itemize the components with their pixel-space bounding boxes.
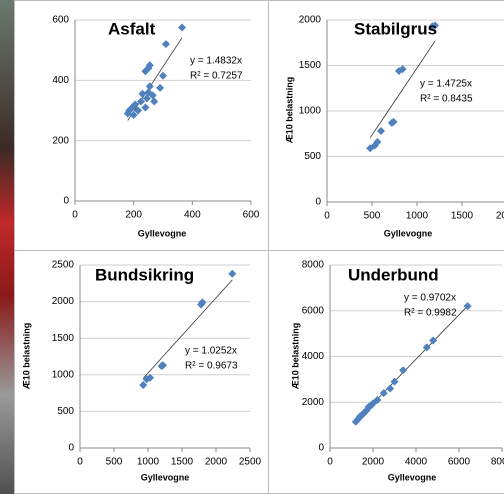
- point: [150, 97, 159, 106]
- point: [390, 377, 399, 386]
- y-tick-label: 500: [304, 151, 321, 162]
- y-tick-label: 1000: [299, 106, 322, 117]
- y-tick-label: 1500: [52, 333, 75, 344]
- y-tick-label: 2500: [52, 260, 75, 271]
- point: [161, 40, 170, 49]
- point: [137, 97, 145, 106]
- point: [422, 343, 431, 352]
- y-axis-label: Æ10 belastning: [290, 323, 300, 390]
- point: [146, 373, 155, 382]
- point: [148, 91, 157, 100]
- point: [377, 127, 385, 136]
- point: [429, 336, 438, 345]
- point: [228, 269, 237, 278]
- x-tick-label: 8000: [491, 457, 504, 468]
- x-tick-label: 1500: [171, 457, 194, 468]
- y-tick-label: 500: [57, 406, 74, 417]
- trendline: [369, 40, 436, 138]
- point: [373, 137, 382, 146]
- x-tick-label: 2500: [239, 457, 262, 468]
- y-tick-label: 8000: [302, 260, 325, 271]
- annotation: y = 1.4725x: [420, 79, 472, 90]
- y-tick-label: 2000: [299, 15, 322, 26]
- y-tick-label: 1000: [52, 369, 75, 380]
- x-tick-label: 0: [324, 211, 330, 222]
- point: [431, 21, 439, 30]
- point: [138, 89, 147, 98]
- y-axis-label: Æ10 belastning: [21, 323, 31, 390]
- point: [141, 103, 150, 112]
- annotation: y = 1.0252x: [185, 346, 237, 357]
- point: [145, 61, 154, 70]
- y-tick-label: 4000: [302, 351, 325, 362]
- point: [139, 381, 148, 390]
- photo-strip: [0, 0, 14, 494]
- y-tick-label: 0: [318, 443, 324, 454]
- point: [386, 384, 395, 393]
- y-tick-label: 0: [68, 443, 74, 454]
- x-tick-label: 200: [125, 210, 142, 221]
- trendline: [127, 37, 183, 121]
- x-tick-label: 600: [243, 210, 260, 221]
- x-tick-label: 2000: [205, 457, 228, 468]
- point: [158, 361, 167, 370]
- point: [131, 100, 140, 109]
- annotation: R² = 0.9982: [404, 308, 457, 319]
- point: [156, 83, 165, 92]
- y-tick-label: 400: [52, 75, 69, 86]
- chart-title: Asfalt: [108, 19, 156, 38]
- point: [159, 71, 167, 80]
- annotation: R² = 0.7257: [190, 71, 243, 82]
- x-tick-label: 0: [77, 457, 83, 468]
- chart-title: Stabilgrus: [354, 19, 437, 38]
- y-tick-label: 6000: [302, 305, 325, 316]
- y-tick-label: 0: [63, 196, 69, 207]
- annotation: R² = 0.9673: [185, 361, 238, 372]
- x-tick-label: 6000: [448, 457, 471, 468]
- point: [373, 395, 382, 404]
- annotation: R² = 0.8435: [420, 94, 473, 105]
- point: [463, 302, 472, 311]
- x-tick-label: 400: [184, 210, 201, 221]
- x-tick-label: 500: [106, 457, 123, 468]
- x-tick-label: 2000: [496, 211, 504, 222]
- point: [142, 94, 151, 103]
- x-tick-label: 0: [327, 457, 333, 468]
- point: [178, 23, 187, 32]
- point: [379, 389, 388, 398]
- point: [198, 298, 207, 307]
- x-tick-label: 1000: [406, 211, 429, 222]
- annotation: y = 1.4832x: [190, 56, 242, 67]
- x-tick-label: 1500: [451, 211, 474, 222]
- x-axis-label: Gyllevogne: [384, 228, 433, 238]
- x-tick-label: 1000: [137, 457, 160, 468]
- y-tick-label: 2000: [52, 296, 75, 307]
- y-axis-label: Æ10 belastning: [284, 77, 294, 144]
- point: [134, 106, 143, 115]
- point: [399, 366, 408, 375]
- point: [145, 82, 154, 91]
- point: [398, 65, 407, 74]
- annotation: y = 0.9702x: [404, 293, 456, 304]
- x-tick-label: 2000: [362, 457, 385, 468]
- chart-title: Bundsikring: [95, 265, 194, 284]
- trendline: [142, 279, 233, 379]
- y-tick-label: 200: [52, 135, 69, 146]
- y-tick-label: 1500: [299, 60, 322, 71]
- y-tick-label: 2000: [302, 397, 325, 408]
- x-axis-label: Gyllevogne: [141, 472, 190, 482]
- x-tick-label: 500: [364, 211, 381, 222]
- point: [129, 111, 138, 120]
- y-tick-label: 0: [315, 197, 321, 208]
- point: [389, 117, 398, 126]
- y-tick-label: 600: [52, 15, 69, 26]
- x-axis-label: Gyllevogne: [138, 228, 187, 238]
- chart-title: Underbund: [348, 265, 439, 284]
- x-tick-label: 0: [72, 210, 78, 221]
- x-tick-label: 4000: [405, 457, 428, 468]
- x-axis-label: Gyllevogne: [388, 472, 437, 482]
